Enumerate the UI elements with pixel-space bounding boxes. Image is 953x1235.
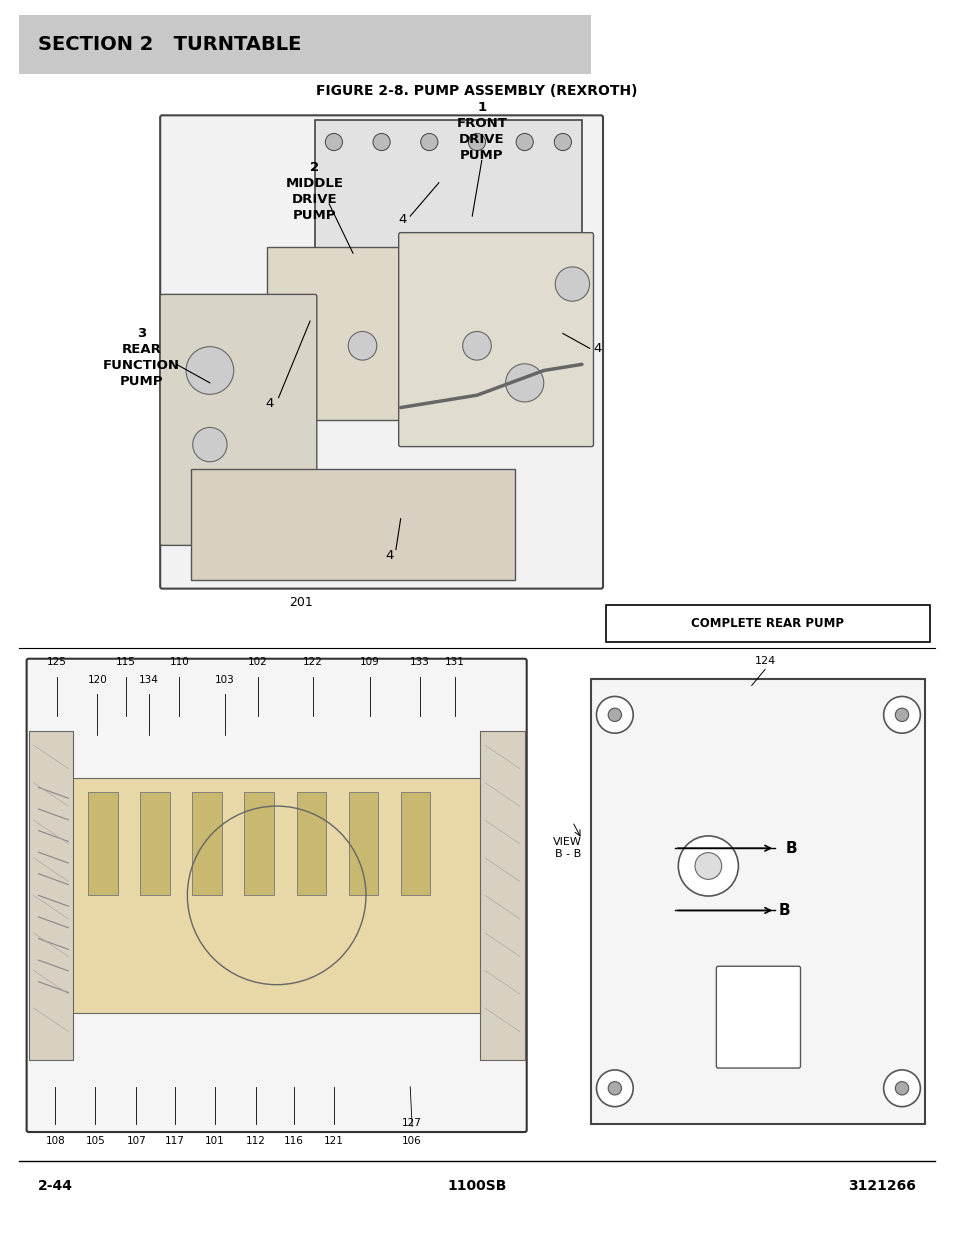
Circle shape [596,697,633,734]
Bar [88,792,118,895]
Circle shape [694,852,720,879]
Text: 134: 134 [139,676,158,685]
Circle shape [894,708,907,721]
Text: 3
REAR
FUNCTION
PUMP: 3 REAR FUNCTION PUMP [103,327,179,388]
Text: 2-44: 2-44 [38,1178,73,1193]
FancyBboxPatch shape [716,966,800,1068]
Text: 101: 101 [205,1136,224,1146]
Text: 4: 4 [385,550,393,562]
Bar [29,731,73,1060]
Text: 115: 115 [116,657,135,667]
Circle shape [505,364,543,401]
Circle shape [462,331,491,361]
Bar [267,247,515,420]
Circle shape [468,133,485,151]
Text: 4: 4 [593,342,600,354]
Text: 121: 121 [324,1136,343,1146]
Text: 105: 105 [86,1136,105,1146]
Bar [69,778,484,1013]
Bar [191,469,515,580]
Circle shape [325,133,342,151]
Text: 1100SB: 1100SB [447,1178,506,1193]
Text: SECTION 2   TURNTABLE: SECTION 2 TURNTABLE [38,35,301,54]
Text: 125: 125 [48,657,67,667]
Text: COMPLETE REAR PUMP: COMPLETE REAR PUMP [691,618,843,630]
Text: 102: 102 [248,657,267,667]
Text: 124: 124 [754,656,775,666]
Text: 122: 122 [303,657,322,667]
Circle shape [420,133,437,151]
Text: 4: 4 [266,398,274,410]
Circle shape [348,331,376,361]
Text: 106: 106 [402,1136,421,1146]
Circle shape [596,1070,633,1107]
Bar [193,792,222,895]
Circle shape [608,708,621,721]
Text: 109: 109 [360,657,379,667]
Text: 1
FRONT
DRIVE
PUMP: 1 FRONT DRIVE PUMP [456,101,507,162]
Bar [296,792,326,895]
Bar [244,792,274,895]
Text: 112: 112 [246,1136,265,1146]
FancyBboxPatch shape [160,294,316,546]
Circle shape [516,133,533,151]
Text: 117: 117 [165,1136,184,1146]
Circle shape [678,836,738,897]
Text: 116: 116 [284,1136,303,1146]
Text: 4: 4 [398,214,406,226]
FancyBboxPatch shape [398,232,593,447]
Text: 110: 110 [170,657,189,667]
Text: 103: 103 [215,676,234,685]
Bar [479,731,524,1060]
Bar [140,792,170,895]
Circle shape [882,697,920,734]
Text: 127: 127 [402,1118,421,1128]
Text: 2
MIDDLE
DRIVE
PUMP: 2 MIDDLE DRIVE PUMP [286,161,343,221]
Text: 131: 131 [445,657,464,667]
Circle shape [554,133,571,151]
Bar [19,15,591,74]
Bar [605,605,929,642]
Circle shape [186,347,233,394]
Text: 3121266: 3121266 [847,1178,915,1193]
Circle shape [373,133,390,151]
Bar [348,792,378,895]
Circle shape [555,267,589,301]
Text: FIGURE 2-8. PUMP ASSEMBLY (REXROTH): FIGURE 2-8. PUMP ASSEMBLY (REXROTH) [315,84,638,99]
FancyBboxPatch shape [27,658,526,1132]
Bar [591,679,924,1124]
Text: 108: 108 [46,1136,65,1146]
Circle shape [193,427,227,462]
Text: B: B [778,903,789,918]
Bar [314,120,581,256]
Text: B: B [784,841,796,856]
Text: 201: 201 [289,597,312,609]
Circle shape [894,1082,907,1095]
Text: 120: 120 [88,676,107,685]
Circle shape [608,1082,621,1095]
Text: VIEW
B - B: VIEW B - B [553,837,581,860]
Text: 107: 107 [127,1136,146,1146]
Bar [400,792,430,895]
Circle shape [882,1070,920,1107]
Text: 133: 133 [410,657,429,667]
FancyBboxPatch shape [160,115,602,589]
